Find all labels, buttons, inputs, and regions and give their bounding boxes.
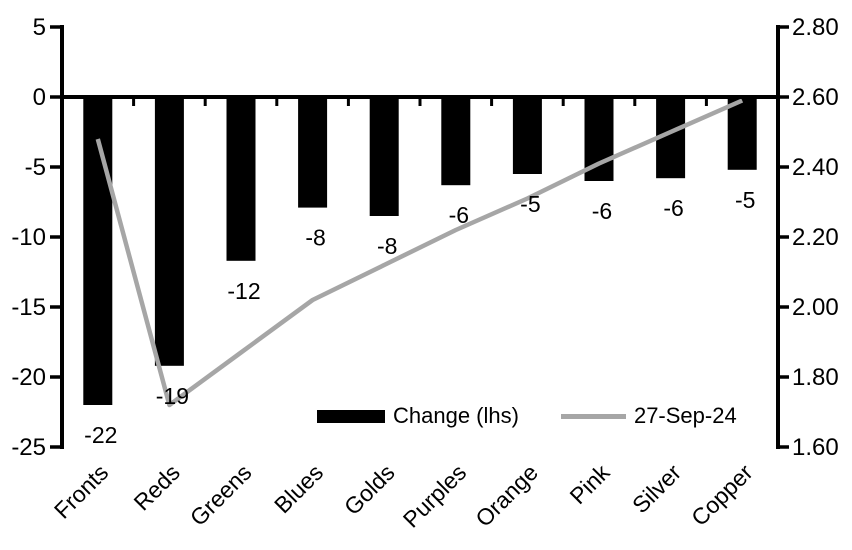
right-axis-tick-label: 2.60 (792, 84, 839, 111)
right-axis-tick-label: 2.40 (792, 154, 839, 181)
bar-golds (369, 97, 399, 216)
x-axis-label-orange: Orange (470, 459, 543, 532)
legend-label-change: Change (lhs) (393, 403, 519, 428)
bar-reds (154, 97, 184, 366)
bar-value-label-orange: -5 (520, 191, 540, 217)
left-axis-tick-label: -20 (11, 364, 46, 391)
legend-item-line: 27-Sep-24 (560, 403, 737, 429)
left-axis-tick-label: -10 (11, 224, 46, 251)
bar-value-label-silver: -6 (663, 195, 683, 221)
left-axis-tick-label: 5 (33, 14, 46, 41)
bar-copper (727, 97, 757, 170)
x-axis-label-purples: Purples (398, 459, 472, 533)
x-axis-label-greens: Greens (185, 459, 257, 531)
x-axis-label-copper: Copper (686, 459, 758, 531)
bar-orange (512, 97, 542, 174)
x-axis-label-reds: Reds (129, 459, 185, 515)
right-axis-tick-label: 2.20 (792, 224, 839, 251)
x-axis-label-silver: Silver (627, 459, 686, 518)
legend-line-swatch (560, 413, 626, 419)
left-axis-tick-label: -25 (11, 434, 46, 461)
left-axis-tick-label: 0 (33, 84, 46, 111)
right-axis-tick-label: 1.80 (792, 364, 839, 391)
bar-greens (226, 97, 256, 261)
bar-value-label-purples: -6 (449, 202, 469, 228)
left-axis-tick-label: -5 (25, 154, 46, 181)
x-axis-label-pink: Pink (565, 459, 615, 509)
bar-purples (441, 97, 471, 186)
bar-value-label-copper: -5 (735, 187, 755, 213)
line-series (95, 98, 744, 408)
bar-value-label-pink: -6 (592, 198, 612, 224)
legend-label-date: 27-Sep-24 (633, 403, 737, 428)
x-axis-label-blues: Blues (269, 459, 328, 518)
legend-item-change: Change (lhs) (317, 403, 519, 429)
x-axis-label-golds: Golds (339, 459, 400, 520)
bar-fronts (83, 97, 113, 405)
bar-value-label-fronts: -22 (84, 422, 117, 448)
bar-value-label-greens: -12 (227, 278, 260, 304)
right-axis-tick-label: 2.80 (792, 14, 839, 41)
right-axis-tick-label: 1.60 (792, 434, 839, 461)
x-axis-label-fronts: Fronts (49, 459, 113, 523)
legend-bar-swatch (317, 409, 385, 423)
chart-legend: Change (lhs) 27-Sep-24 (317, 403, 737, 429)
bar-value-label-reds: -19 (156, 383, 189, 409)
bar-blues (298, 97, 328, 208)
left-axis-tick-label: -15 (11, 294, 46, 321)
bar-value-label-blues: -8 (305, 225, 325, 251)
bar-value-label-golds: -8 (377, 233, 397, 259)
right-axis-tick-label: 2.00 (792, 294, 839, 321)
